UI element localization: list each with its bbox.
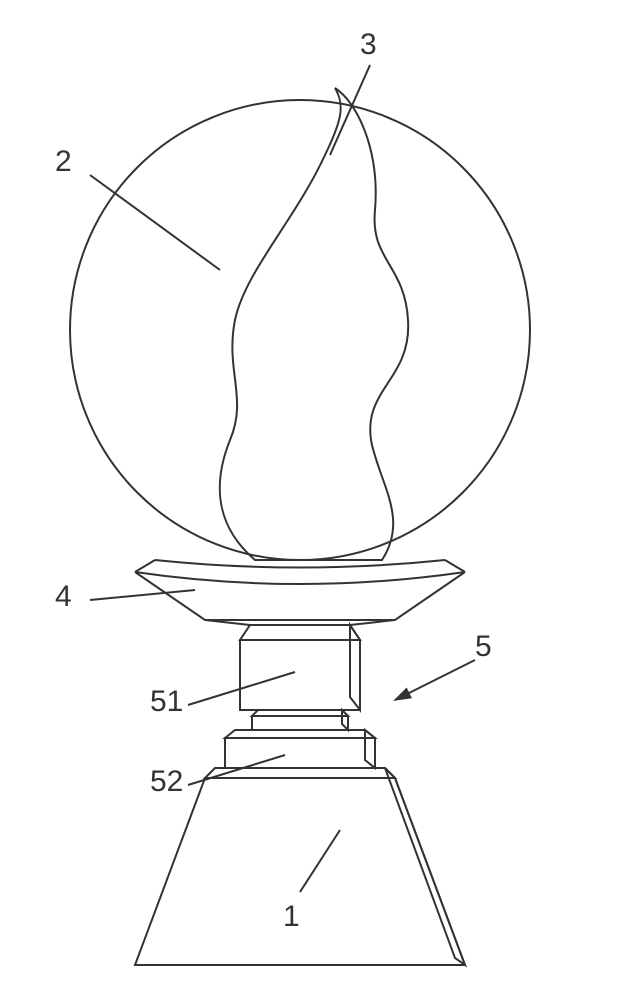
sphere-outline bbox=[70, 100, 530, 560]
mid-spacer bbox=[240, 710, 360, 730]
upper-box-51 bbox=[205, 620, 395, 710]
flame-shape bbox=[220, 88, 408, 560]
base-pedestal bbox=[135, 768, 465, 965]
lower-box-52 bbox=[225, 730, 375, 768]
